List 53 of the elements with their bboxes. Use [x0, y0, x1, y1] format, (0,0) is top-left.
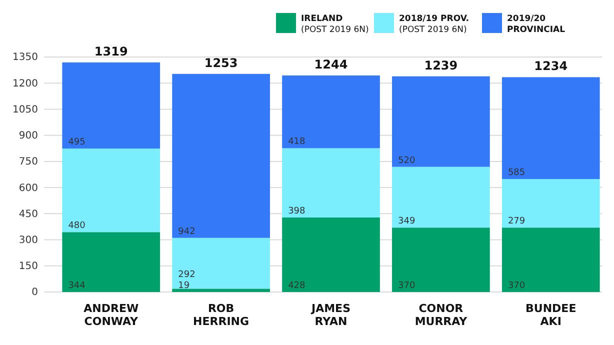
y-tick-label: 900 [18, 130, 38, 142]
bar [502, 228, 600, 292]
total-label: 1234 [534, 59, 568, 74]
y-tick-label: 1200 [12, 78, 38, 90]
total-label: 1239 [424, 58, 458, 72]
bar [392, 76, 490, 167]
data-label: 292 [178, 270, 196, 280]
data-label: 520 [398, 156, 416, 166]
data-label: 585 [508, 168, 526, 178]
bar [62, 232, 160, 292]
y-tick-label: 750 [18, 156, 38, 168]
bar [282, 217, 380, 292]
bar [172, 288, 270, 292]
data-label: 370 [508, 281, 526, 291]
y-tick-label: 600 [18, 182, 38, 194]
bar [282, 148, 380, 218]
x-tick-label: BUNDEE AKI [526, 302, 576, 328]
data-label: 349 [398, 216, 416, 227]
data-label: 495 [68, 138, 86, 148]
bar [502, 179, 600, 228]
bar [282, 75, 380, 148]
x-tick-label: CONOR MURRAY [414, 302, 468, 328]
y-tick-label: 300 [18, 234, 38, 246]
data-label: 418 [288, 137, 306, 148]
data-label: 344 [68, 281, 86, 291]
data-label: 398 [288, 206, 306, 216]
y-tick-label: 1050 [12, 104, 38, 116]
legend-label: IRELAND (POST 2019 6N) [301, 14, 369, 35]
total-label: 1253 [204, 56, 238, 70]
data-label: 480 [68, 221, 86, 232]
data-label: 942 [178, 226, 196, 237]
x-tick-label: JAMES RYAN [310, 302, 351, 328]
y-tick-label: 0 [32, 287, 38, 298]
bar [392, 166, 490, 228]
bar [172, 238, 270, 289]
bar [62, 62, 160, 149]
data-label: 428 [288, 281, 306, 291]
data-label: 19 [178, 281, 190, 291]
bar [62, 148, 160, 232]
y-tick-label: 1350 [12, 52, 38, 64]
total-label: 1319 [94, 44, 128, 58]
legend-label: 2018/19 PROV. (POST 2019 6N) [399, 14, 470, 35]
bar [392, 228, 490, 292]
data-label: 370 [398, 281, 416, 291]
bar [172, 74, 270, 238]
legend-label: 2019/20 PROVINCIAL [507, 14, 566, 35]
y-tick-label: 450 [18, 208, 38, 220]
data-label: 279 [508, 216, 526, 227]
y-tick-label: 150 [18, 261, 38, 272]
x-tick-label: ANDREW CONWAY [84, 302, 139, 328]
bar [502, 77, 600, 180]
x-tick-label: ROB HERRING [193, 302, 250, 328]
total-label: 1244 [314, 57, 348, 72]
